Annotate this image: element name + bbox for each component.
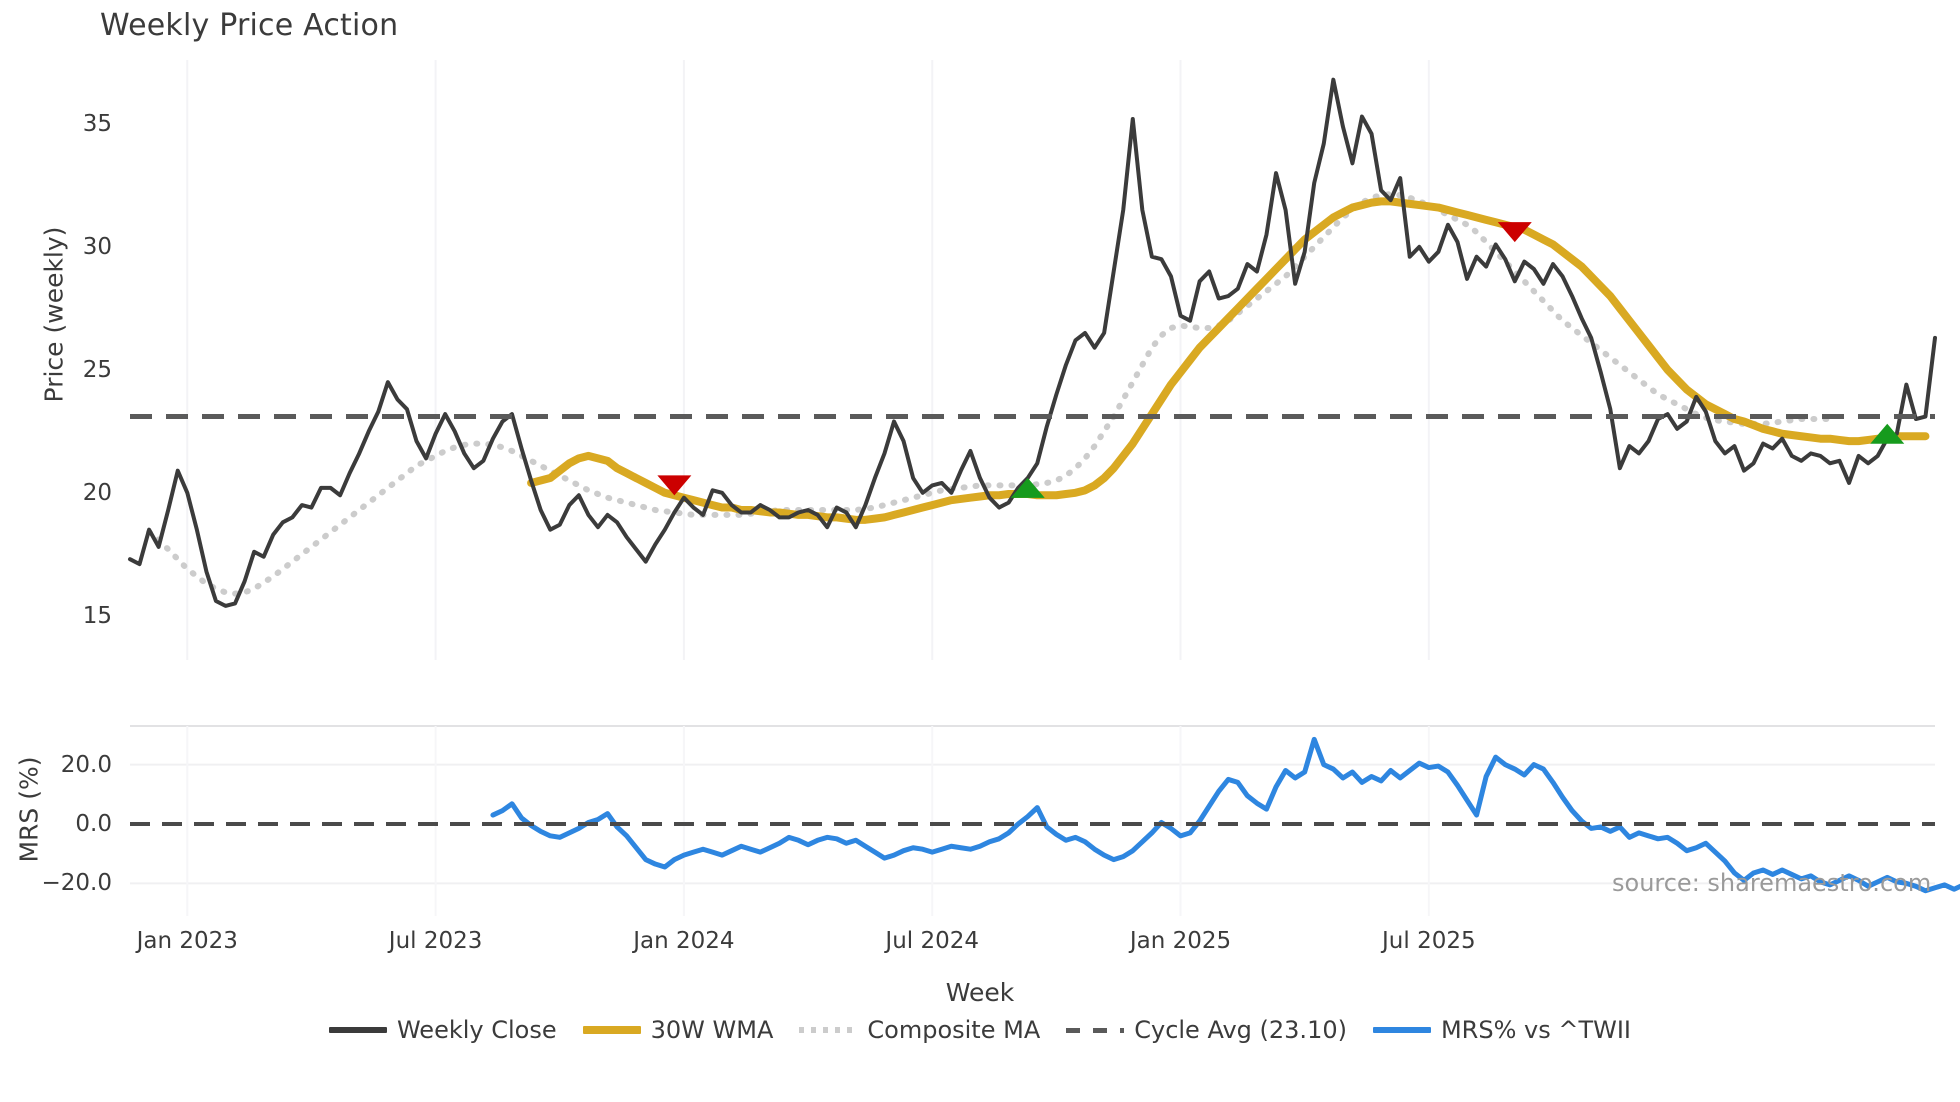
xtick-jan-2024: Jan 2024	[633, 928, 735, 954]
legend-swatch-composite-ma	[799, 1027, 858, 1033]
sell-marker	[1497, 222, 1532, 243]
x-axis-label: Week	[945, 978, 1015, 1007]
mrs-ytick-0: 0.0	[75, 810, 112, 837]
legend-label-weekly-close: Weekly Close	[396, 1016, 557, 1044]
buy-marker	[1010, 477, 1045, 498]
legend-label-30w-wma: 30W WMA	[650, 1016, 774, 1044]
xtick-jul-2023: Jul 2023	[388, 928, 483, 954]
legend-swatch-cycle-avg	[1066, 1027, 1125, 1033]
xtick-jan-2025: Jan 2025	[1129, 928, 1232, 954]
legend-item-cycle-avg[interactable]: Cycle Avg (23.10)	[1066, 1016, 1347, 1044]
price-ytick-20: 20	[82, 479, 112, 506]
legend-swatch-weekly-close	[328, 1027, 387, 1033]
legend-label-mrs: MRS% vs ^TWII	[1440, 1016, 1632, 1044]
chart-legend: Weekly Close 30W WMA Composite MA Cycle …	[0, 1016, 1960, 1044]
legend-swatch-30w-wma	[582, 1026, 641, 1034]
source-watermark: source: sharemaestro.com	[1612, 869, 1932, 897]
legend-label-cycle-avg: Cycle Avg (23.10)	[1134, 1016, 1347, 1044]
sell-marker	[657, 475, 692, 496]
mrs-axis-label: MRS (%)	[14, 756, 44, 863]
legend-label-composite-ma: Composite MA	[867, 1016, 1041, 1044]
legend-item-mrs[interactable]: MRS% vs ^TWII	[1372, 1016, 1632, 1044]
buy-marker	[1870, 423, 1905, 444]
xtick-jul-2025: Jul 2025	[1382, 928, 1476, 954]
price-ytick-35: 35	[82, 110, 112, 137]
price-ytick-15: 15	[82, 602, 112, 629]
xtick-jul-2024: Jul 2024	[885, 928, 980, 954]
mrs-ytick-20: 20.0	[60, 751, 112, 778]
legend-item-30w-wma[interactable]: 30W WMA	[582, 1016, 774, 1044]
legend-swatch-mrs	[1372, 1027, 1431, 1033]
xtick-jan-2023: Jan 2023	[136, 928, 238, 954]
chart-title: Weekly Price Action	[100, 8, 399, 43]
legend-item-weekly-close[interactable]: Weekly Close	[328, 1016, 557, 1044]
price-ytick-25: 25	[82, 356, 112, 383]
mrs-ytick-neg20: −20.0	[41, 870, 112, 897]
price-axis-label: Price (weekly)	[39, 226, 69, 403]
legend-item-composite-ma[interactable]: Composite MA	[799, 1016, 1040, 1044]
price-ytick-30: 30	[82, 233, 112, 260]
